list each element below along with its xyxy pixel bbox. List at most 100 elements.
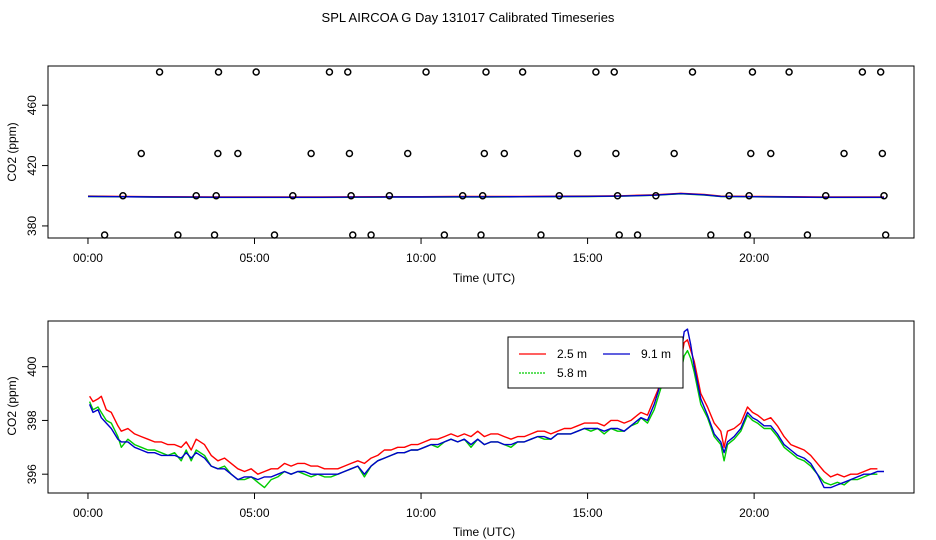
bottom-series-2-5-m [89,339,878,478]
scatter-point [403,149,412,158]
bottom-y-tick-label: 398 [25,410,39,430]
scatter-point [137,149,146,158]
scatter-point [592,68,600,76]
top-x-axis-label: Time (UTC) [453,271,515,285]
scatter-point [747,149,755,158]
figure-title: SPL AIRCOA G Day 131017 Calibrated Times… [322,10,615,25]
scatter-point [573,149,582,158]
bottom-x-axis: 00:00 05:00 10:00 15:00 20:00 [73,492,769,520]
scatter-point [210,231,219,239]
scatter-point [422,68,430,76]
scatter-point [858,68,867,76]
scatter-point [881,231,890,239]
scatter-point [344,68,352,76]
bottom-y-tick-label: 400 [25,356,39,376]
scatter-point [745,192,753,200]
panel-bottom: 00:00 05:00 10:00 15:00 20:00 396 398 400 Time… [5,320,915,539]
top-y-axis: 380 420 460 [25,95,49,236]
scatter-point [652,192,660,200]
scatter-point [878,149,887,158]
scatter-point [367,231,375,239]
top-x-tick-label: 20:00 [739,251,769,265]
scatter-point [252,68,260,76]
scatter-point [212,192,220,200]
bottom-series-group [88,328,884,489]
scatter-point [482,68,490,76]
top-y-tick-label: 380 [25,216,39,236]
scatter-point [555,192,564,200]
top-series-9-1-m [87,192,884,199]
scatter-point [349,231,357,239]
scatter-point [385,192,394,200]
scatter-point [214,149,222,158]
scatter-point [803,231,812,239]
scatter-point [707,231,715,239]
scatter-point [480,149,489,158]
bottom-plot-frame [47,320,915,494]
legend-label-2-5m: 2.5 m [557,347,587,361]
scatter-point [440,231,449,239]
legend-label-9-1m: 9.1 m [641,347,671,361]
top-y-tick-label: 460 [25,95,39,115]
scatter-point [610,68,618,76]
scatter-point [192,192,200,200]
top-x-tick-label: 15:00 [573,251,603,265]
panel-top: 00:00 05:00 10:00 15:00 20:00 380 420 460 Time… [5,65,915,285]
bottom-series-9-1-m [88,328,884,489]
scatter-point [458,192,467,200]
scatter-point [518,68,527,76]
scatter-point [270,231,279,239]
scatter-point [612,149,620,158]
legend: 2.5 m 5.8 m 9.1 m [507,336,684,389]
bottom-series-5-8-m [88,349,878,489]
scatter-point [500,149,509,158]
scatter-point [307,149,315,158]
scatter-point [876,68,885,76]
scatter-point [767,149,775,158]
scatter-point [214,68,223,76]
top-points-group [100,68,890,239]
scatter-point [748,68,757,76]
bottom-y-tick-label: 396 [25,464,39,484]
scatter-point [688,68,697,76]
bottom-x-tick-label: 20:00 [739,506,769,520]
legend-box [507,336,684,389]
bottom-y-axis-label: CO2 (ppm) [5,376,19,435]
scatter-point [289,192,297,200]
scatter-point [670,149,678,158]
top-y-tick-label: 420 [25,155,39,175]
scatter-point [347,192,355,200]
scatter-point [477,231,485,239]
top-x-axis: 00:00 05:00 10:00 15:00 20:00 [73,237,769,265]
top-x-tick-label: 05:00 [239,251,269,265]
scatter-point [880,192,888,200]
top-series-group [87,192,884,199]
bottom-x-axis-label: Time (UTC) [453,525,515,539]
top-y-axis-label: CO2 (ppm) [5,122,19,181]
scatter-point [174,231,182,239]
bottom-x-tick-label: 05:00 [239,506,269,520]
scatter-point [119,192,127,200]
top-x-tick-label: 10:00 [406,251,436,265]
scatter-point [785,68,793,76]
scatter-point [725,192,733,200]
top-x-tick-label: 00:00 [73,251,103,265]
scatter-point [821,192,830,200]
scatter-point [234,149,242,158]
scatter-point [100,231,109,239]
legend-label-5-8m: 5.8 m [557,366,587,380]
scatter-point [478,192,487,200]
scatter-point [155,68,164,76]
bottom-x-tick-label: 15:00 [573,506,603,520]
scatter-point [840,149,848,158]
bottom-x-tick-label: 00:00 [73,506,103,520]
scatter-point [613,192,622,200]
scatter-point [345,149,354,158]
scatter-point [537,231,545,239]
scatter-point [633,231,642,239]
bottom-x-tick-label: 10:00 [406,506,436,520]
scatter-point [743,231,752,239]
bottom-y-axis: 396 398 400 [25,356,49,484]
scatter-point [325,68,334,76]
